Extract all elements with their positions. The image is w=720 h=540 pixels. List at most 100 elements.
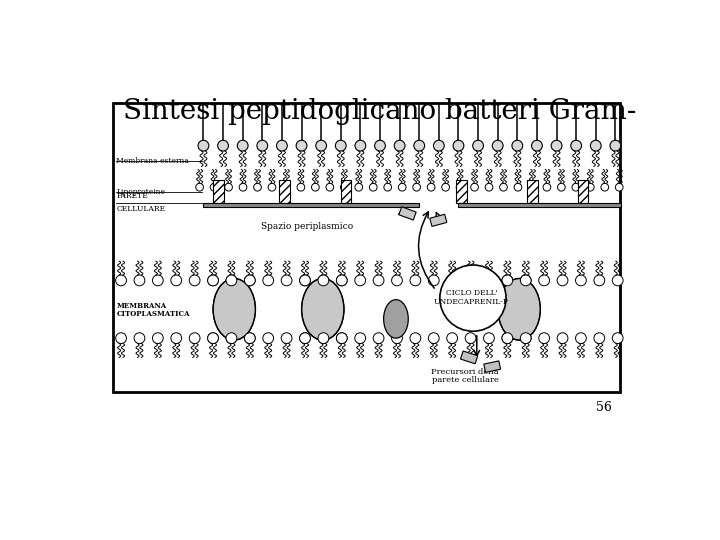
Circle shape (217, 140, 228, 151)
Text: CICLO DELL': CICLO DELL' (446, 289, 498, 296)
Circle shape (369, 184, 377, 191)
Circle shape (244, 333, 255, 343)
Circle shape (440, 265, 506, 331)
Circle shape (612, 275, 623, 286)
Circle shape (189, 275, 200, 286)
Circle shape (207, 333, 218, 343)
Circle shape (447, 333, 457, 343)
Circle shape (484, 333, 495, 343)
Circle shape (395, 140, 405, 151)
Circle shape (244, 333, 255, 343)
Circle shape (428, 275, 439, 286)
Circle shape (336, 333, 347, 343)
Circle shape (226, 333, 237, 343)
Circle shape (521, 333, 531, 343)
Text: 56: 56 (596, 401, 612, 414)
Circle shape (484, 275, 495, 286)
Circle shape (465, 333, 476, 343)
Circle shape (528, 184, 536, 191)
Circle shape (316, 140, 327, 151)
Circle shape (207, 275, 218, 286)
Text: CITOPLASMATICA: CITOPLASMATICA (117, 309, 190, 318)
Circle shape (413, 184, 420, 191)
Text: Membrana esterna: Membrana esterna (117, 157, 189, 165)
Circle shape (398, 184, 406, 191)
Circle shape (300, 275, 310, 286)
Circle shape (116, 333, 127, 343)
Bar (577, 179, 588, 202)
Circle shape (587, 184, 594, 191)
Circle shape (539, 275, 549, 286)
Circle shape (590, 140, 601, 151)
Circle shape (543, 184, 551, 191)
Circle shape (572, 184, 580, 191)
Circle shape (198, 140, 209, 151)
Circle shape (282, 184, 290, 191)
Circle shape (575, 275, 586, 286)
Circle shape (238, 140, 248, 151)
Circle shape (296, 140, 307, 151)
Circle shape (502, 275, 513, 286)
Circle shape (427, 184, 435, 191)
Circle shape (410, 275, 420, 286)
Circle shape (171, 275, 181, 286)
Circle shape (312, 184, 319, 191)
Circle shape (473, 140, 483, 151)
Text: Sintesi peptidoglicano batteri Gram-: Sintesi peptidoglicano batteri Gram- (122, 98, 636, 125)
Circle shape (326, 184, 333, 191)
Circle shape (485, 184, 493, 191)
Circle shape (225, 184, 233, 191)
Circle shape (500, 184, 508, 191)
Bar (204, 202, 419, 207)
Ellipse shape (498, 279, 540, 340)
Text: CELLULARE: CELLULARE (117, 205, 166, 213)
Circle shape (531, 140, 542, 151)
Text: UNDECAPRENIL-P: UNDECAPRENIL-P (434, 298, 509, 306)
Circle shape (414, 140, 425, 151)
Circle shape (551, 140, 562, 151)
Circle shape (428, 333, 439, 343)
Circle shape (502, 333, 513, 343)
Bar (113, 103, 620, 392)
Circle shape (276, 140, 287, 151)
Circle shape (257, 140, 268, 151)
Polygon shape (399, 207, 416, 220)
Text: PARETE: PARETE (117, 192, 148, 200)
Circle shape (521, 275, 531, 286)
Circle shape (492, 140, 503, 151)
Text: Lipoproteine: Lipoproteine (117, 188, 166, 196)
Circle shape (384, 184, 392, 191)
Circle shape (557, 333, 568, 343)
Circle shape (336, 333, 347, 343)
Ellipse shape (213, 279, 256, 340)
Circle shape (575, 333, 586, 343)
Bar (456, 179, 467, 202)
Circle shape (253, 184, 261, 191)
Circle shape (318, 333, 329, 343)
Circle shape (557, 275, 568, 286)
Circle shape (374, 140, 385, 151)
Circle shape (134, 275, 145, 286)
Circle shape (433, 140, 444, 151)
Circle shape (210, 184, 218, 191)
Circle shape (521, 333, 531, 343)
Circle shape (465, 275, 476, 286)
Circle shape (263, 275, 274, 286)
Circle shape (244, 275, 255, 286)
Circle shape (392, 275, 402, 286)
Circle shape (226, 275, 237, 286)
Bar (279, 179, 289, 202)
Circle shape (196, 184, 204, 191)
Circle shape (318, 333, 329, 343)
Circle shape (226, 275, 237, 286)
Text: Precursori della: Precursori della (431, 368, 499, 376)
Circle shape (373, 333, 384, 343)
Text: MEMBRANA: MEMBRANA (117, 302, 166, 310)
Circle shape (244, 275, 255, 286)
Circle shape (616, 184, 623, 191)
Circle shape (226, 333, 237, 343)
Circle shape (456, 184, 464, 191)
Circle shape (610, 140, 621, 151)
Circle shape (514, 184, 522, 191)
Circle shape (336, 275, 347, 286)
